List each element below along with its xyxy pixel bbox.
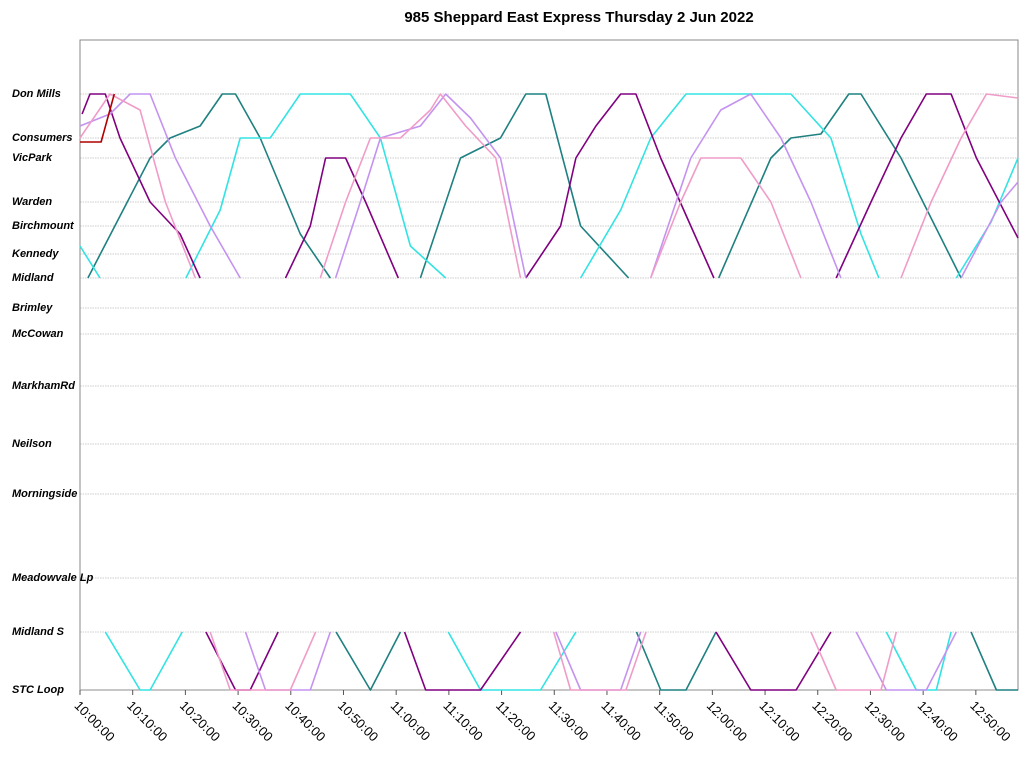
x-tick-label: 10:40:00 (282, 698, 328, 744)
x-tick-label: 11:30:00 (546, 698, 592, 744)
x-tick-label: 11:50:00 (651, 698, 697, 744)
y-tick-label: Kennedy (12, 248, 59, 260)
x-tick-label: 10:20:00 (177, 698, 223, 744)
x-tick-label: 10:10:00 (124, 698, 170, 744)
y-tick-label: McCowan (12, 328, 64, 340)
y-tick-label: Midland (12, 272, 54, 284)
vehicle-trace (79, 93, 1019, 691)
vehicle-trace (87, 93, 1018, 691)
y-tick-label: STC Loop (12, 684, 64, 696)
y-tick-label: Morningside (12, 488, 77, 500)
x-tick-label: 12:00:00 (704, 698, 750, 744)
x-tick-label: 12:30:00 (862, 698, 908, 744)
y-tick-label: Brimley (12, 302, 53, 314)
x-tick-label: 12:10:00 (757, 698, 803, 744)
x-tick-label: 12:50:00 (967, 698, 1013, 744)
y-tick-label: Don Mills (12, 88, 61, 100)
vehicle-trace (81, 93, 1019, 691)
x-tick-label: 10:00:00 (71, 698, 117, 744)
y-tick-label: Warden (12, 196, 52, 208)
x-tick-label: 11:40:00 (598, 698, 644, 744)
x-tick-label: 12:40:00 (915, 698, 961, 744)
y-tick-label: Meadowvale Lp (12, 572, 94, 584)
vehicle-trace (80, 93, 116, 143)
vehicle-trace (79, 93, 1019, 691)
y-tick-label: Midland S (12, 626, 65, 638)
x-tick-label: 11:10:00 (440, 698, 486, 744)
y-tick-label: MarkhamRd (12, 380, 75, 392)
x-tick-label: 11:20:00 (493, 698, 539, 744)
x-tick-label: 10:30:00 (230, 698, 276, 744)
y-tick-label: VicPark (12, 152, 53, 164)
x-tick-label: 10:50:00 (335, 698, 381, 744)
chart-title: 985 Sheppard East Express Thursday 2 Jun… (404, 9, 753, 26)
plot-frame (79, 39, 1019, 691)
y-tick-label: Neilson (12, 438, 52, 450)
vehicle-trace (79, 93, 1019, 691)
y-tick-label: Consumers (12, 132, 73, 144)
y-tick-label: Birchmount (12, 220, 75, 232)
x-tick-label: 11:00:00 (388, 698, 434, 744)
x-tick-label: 12:20:00 (809, 698, 855, 744)
